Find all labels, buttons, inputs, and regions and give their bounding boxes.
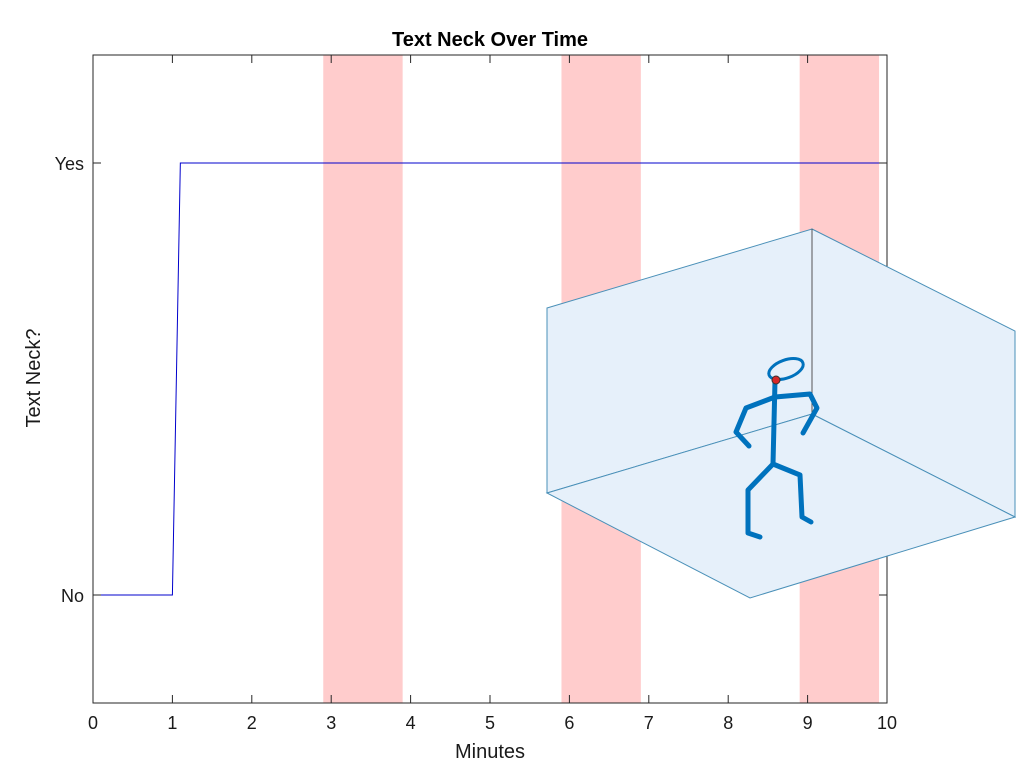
x-tick-label-5: 5 [485,713,495,733]
y-tick-label-1: Yes [55,154,84,174]
right-leg [770,461,814,525]
x-tick-label-6: 6 [564,713,574,733]
stick-figure [733,357,820,540]
x-tick-label-4: 4 [406,713,416,733]
left-arm [733,394,778,449]
x-tick-label-8: 8 [723,713,733,733]
head-halo [767,357,805,381]
head-marker [771,375,781,385]
x-axis-label: Minutes [455,741,525,763]
posture-inset [545,228,1016,599]
x-tick-label-1: 1 [167,713,177,733]
x-tick-label-2: 2 [247,713,257,733]
right-arm [772,391,820,436]
x-tick-label-7: 7 [644,713,654,733]
y-tick-label-0: No [61,586,84,606]
x-tick-label-9: 9 [803,713,813,733]
series-lines [93,162,887,596]
left-leg [745,461,776,540]
series-line-0 [93,162,887,596]
shaded-region-0 [323,55,403,703]
x-tick-label-3: 3 [326,713,336,733]
spine [770,378,778,467]
chart-title: Text Neck Over Time [392,29,588,51]
y-axis-label: Text Neck? [23,329,45,428]
ticks: 0 1 2 3 4 5 6 7 8 9 10 No Yes [55,55,897,733]
x-tick-label-0: 0 [88,713,98,733]
inset-box-floor [545,413,1016,599]
x-tick-label-10: 10 [877,713,897,733]
